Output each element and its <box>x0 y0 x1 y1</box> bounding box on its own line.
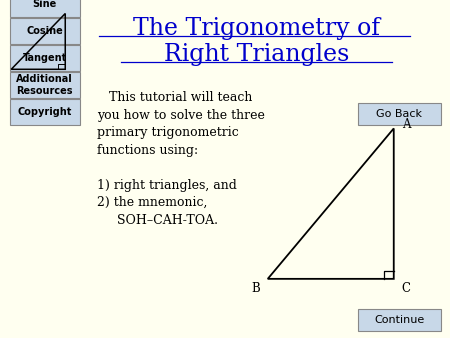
FancyBboxPatch shape <box>10 0 80 17</box>
FancyBboxPatch shape <box>10 72 80 98</box>
Text: A: A <box>402 118 410 131</box>
FancyBboxPatch shape <box>10 45 80 71</box>
Text: The Trigonometry of: The Trigonometry of <box>133 17 380 40</box>
Text: Cosine: Cosine <box>27 26 63 36</box>
Text: This tutorial will teach
you how to solve the three
primary trigonometric
functi: This tutorial will teach you how to solv… <box>97 91 265 227</box>
FancyBboxPatch shape <box>10 99 80 125</box>
Text: Right Triangles: Right Triangles <box>164 43 349 66</box>
FancyBboxPatch shape <box>358 309 441 331</box>
Text: Additional
Resources: Additional Resources <box>16 74 73 96</box>
Text: Copyright: Copyright <box>18 107 72 117</box>
Text: Go Back: Go Back <box>376 109 423 119</box>
Text: Tangent: Tangent <box>22 53 67 63</box>
FancyBboxPatch shape <box>358 103 441 125</box>
Text: Continue: Continue <box>374 315 424 325</box>
Text: Sine: Sine <box>33 0 57 9</box>
Text: B: B <box>251 282 260 295</box>
Text: C: C <box>402 282 411 295</box>
FancyBboxPatch shape <box>10 18 80 44</box>
